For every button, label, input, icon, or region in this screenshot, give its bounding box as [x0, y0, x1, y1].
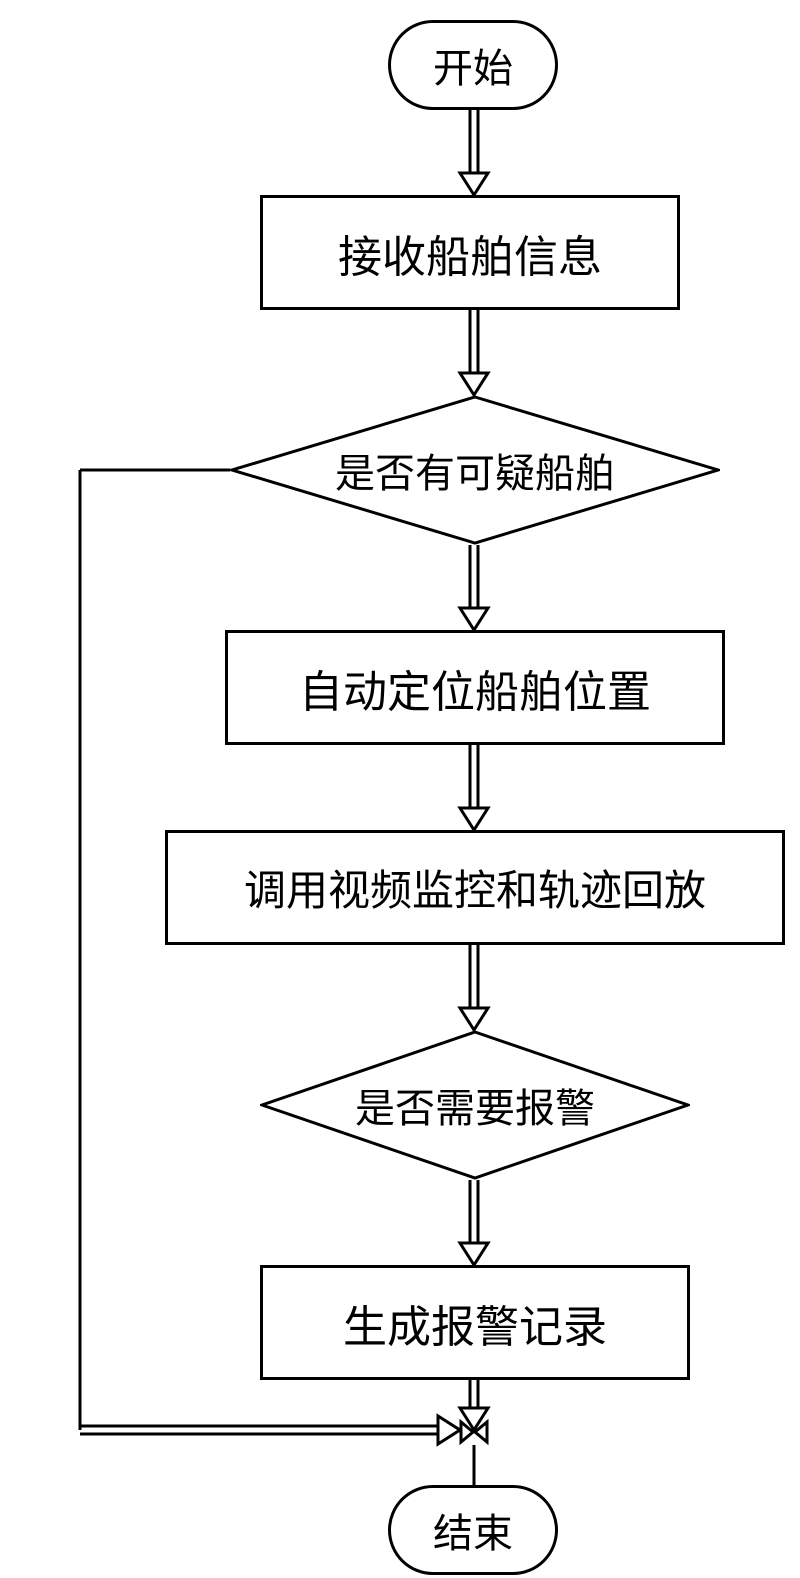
- node-suspicious-label: 是否有可疑船舶: [335, 441, 615, 499]
- node-alarm-q-label: 是否需要报警: [355, 1076, 595, 1134]
- node-suspicious: 是否有可疑船舶: [230, 395, 720, 545]
- connectors-svg: [0, 0, 800, 1578]
- flowchart-container: 开始 接收船舶信息 是否有可疑船舶 自动定位船舶位置 调用视频监控和轨迹回放 是…: [0, 0, 800, 1578]
- node-alarm-q: 是否需要报警: [260, 1030, 690, 1180]
